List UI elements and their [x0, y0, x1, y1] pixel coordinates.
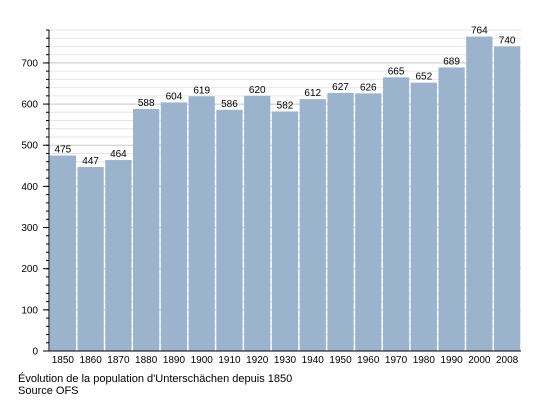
bar-1960 — [355, 93, 382, 351]
bar-1920 — [244, 95, 271, 351]
bar-1980 — [410, 82, 437, 351]
bar-1970 — [382, 77, 410, 352]
x-tick-label-1980: 1980 — [413, 355, 436, 366]
x-tick-label-1920: 1920 — [246, 355, 269, 366]
data-label-1930: 582 — [277, 100, 294, 111]
data-label-1960: 626 — [360, 82, 377, 93]
y-tick-label-500: 500 — [21, 141, 38, 152]
bar-1850 — [49, 155, 77, 351]
data-label-1910: 586 — [221, 99, 238, 110]
bar-1900 — [188, 96, 215, 351]
data-label-2000: 764 — [471, 26, 488, 37]
x-tick-label-1940: 1940 — [302, 355, 325, 366]
axes: 0 100 200 300 400 500 600 700 1850 1860 1870 1880 18… — [21, 29, 521, 366]
data-label-1920: 620 — [249, 85, 266, 96]
bar-1870 — [105, 160, 132, 351]
x-tick-label-1910: 1910 — [218, 355, 241, 366]
data-label-1980: 652 — [415, 72, 432, 83]
data-label-1950: 627 — [332, 82, 349, 93]
y-tick-label-100: 100 — [21, 305, 38, 316]
data-label-1940: 612 — [304, 88, 321, 99]
data-label-1850: 475 — [55, 145, 72, 156]
y-tick-label-0: 0 — [32, 347, 38, 358]
x-tick-label-1860: 1860 — [80, 355, 103, 366]
data-label-1860: 447 — [82, 156, 99, 167]
data-label-1870: 464 — [110, 149, 127, 160]
data-label-1900: 619 — [193, 85, 210, 96]
x-tick-label-1880: 1880 — [135, 355, 158, 366]
bar-2008 — [493, 46, 521, 351]
bar-1880 — [133, 109, 160, 351]
y-tick-label-600: 600 — [21, 100, 38, 111]
value-labels: 475 447 464 588 604 619 586 620 582 612 627 626 665 6… — [55, 26, 516, 167]
x-tick-label-1960: 1960 — [357, 355, 380, 366]
y-tick-label-400: 400 — [21, 182, 38, 193]
bar-1950 — [327, 92, 354, 351]
data-label-2008: 740 — [499, 35, 516, 46]
data-label-1880: 588 — [138, 98, 155, 109]
y-tick-label-200: 200 — [21, 264, 38, 275]
x-tick-label-1950: 1950 — [329, 355, 352, 366]
x-tick-label-1850: 1850 — [52, 355, 75, 366]
chart-caption-source: Source OFS — [18, 385, 79, 397]
x-tick-label-2000: 2000 — [468, 355, 491, 366]
x-tick-label-1870: 1870 — [107, 355, 130, 366]
bars — [49, 36, 521, 352]
bar-1990 — [438, 67, 465, 351]
data-label-1890: 604 — [166, 91, 183, 102]
bar-1910 — [216, 109, 243, 351]
chart-caption-title: Évolution de la population d'Unterschäch… — [18, 373, 293, 385]
x-tick-label-1990: 1990 — [440, 355, 463, 366]
data-label-1990: 689 — [443, 56, 460, 67]
x-tick-label-1890: 1890 — [163, 355, 186, 366]
y-tick-label-300: 300 — [21, 223, 38, 234]
y-tick-label-700: 700 — [21, 58, 38, 69]
data-label-1970: 665 — [388, 66, 405, 77]
bar-1860 — [77, 167, 104, 351]
bar-1940 — [299, 99, 326, 351]
bar-1890 — [160, 102, 188, 351]
x-tick-label-1930: 1930 — [274, 355, 297, 366]
bar-1930 — [271, 111, 299, 351]
bar-2000 — [466, 36, 493, 351]
x-tick-label-1900: 1900 — [191, 355, 214, 366]
x-tick-label-1970: 1970 — [385, 355, 408, 366]
x-tick-label-2008: 2008 — [496, 355, 519, 366]
